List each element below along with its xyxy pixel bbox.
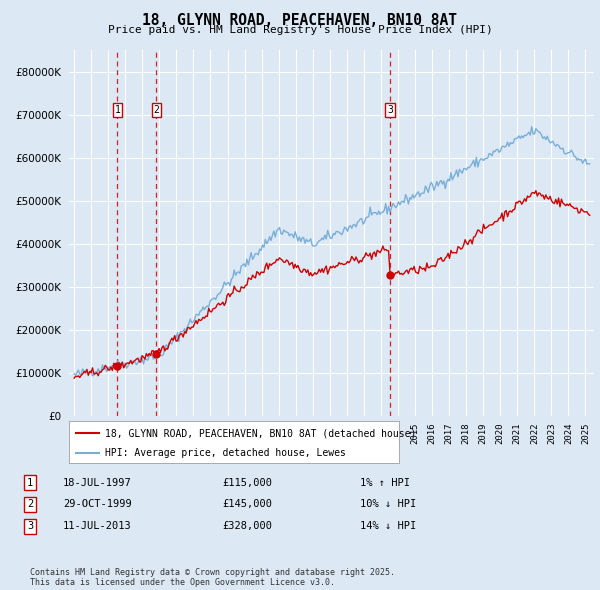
Text: 11-JUL-2013: 11-JUL-2013 [63,522,132,531]
Text: 1% ↑ HPI: 1% ↑ HPI [360,478,410,487]
Text: 3: 3 [387,106,393,116]
Text: 10% ↓ HPI: 10% ↓ HPI [360,500,416,509]
Text: 3: 3 [27,522,33,531]
Text: 1: 1 [27,478,33,487]
Text: 14% ↓ HPI: 14% ↓ HPI [360,522,416,531]
Text: 29-OCT-1999: 29-OCT-1999 [63,500,132,509]
Text: 18-JUL-1997: 18-JUL-1997 [63,478,132,487]
Text: £145,000: £145,000 [222,500,272,509]
Text: Price paid vs. HM Land Registry's House Price Index (HPI): Price paid vs. HM Land Registry's House … [107,25,493,35]
Text: 18, GLYNN ROAD, PEACEHAVEN, BN10 8AT (detached house): 18, GLYNN ROAD, PEACEHAVEN, BN10 8AT (de… [106,428,416,438]
Text: £328,000: £328,000 [222,522,272,531]
Text: 18, GLYNN ROAD, PEACEHAVEN, BN10 8AT: 18, GLYNN ROAD, PEACEHAVEN, BN10 8AT [143,13,458,28]
Text: 2: 2 [154,106,160,116]
Text: 2: 2 [27,500,33,509]
Text: HPI: Average price, detached house, Lewes: HPI: Average price, detached house, Lewe… [106,448,346,457]
Text: Contains HM Land Registry data © Crown copyright and database right 2025.
This d: Contains HM Land Registry data © Crown c… [30,568,395,587]
Text: 1: 1 [115,106,121,116]
Text: £115,000: £115,000 [222,478,272,487]
